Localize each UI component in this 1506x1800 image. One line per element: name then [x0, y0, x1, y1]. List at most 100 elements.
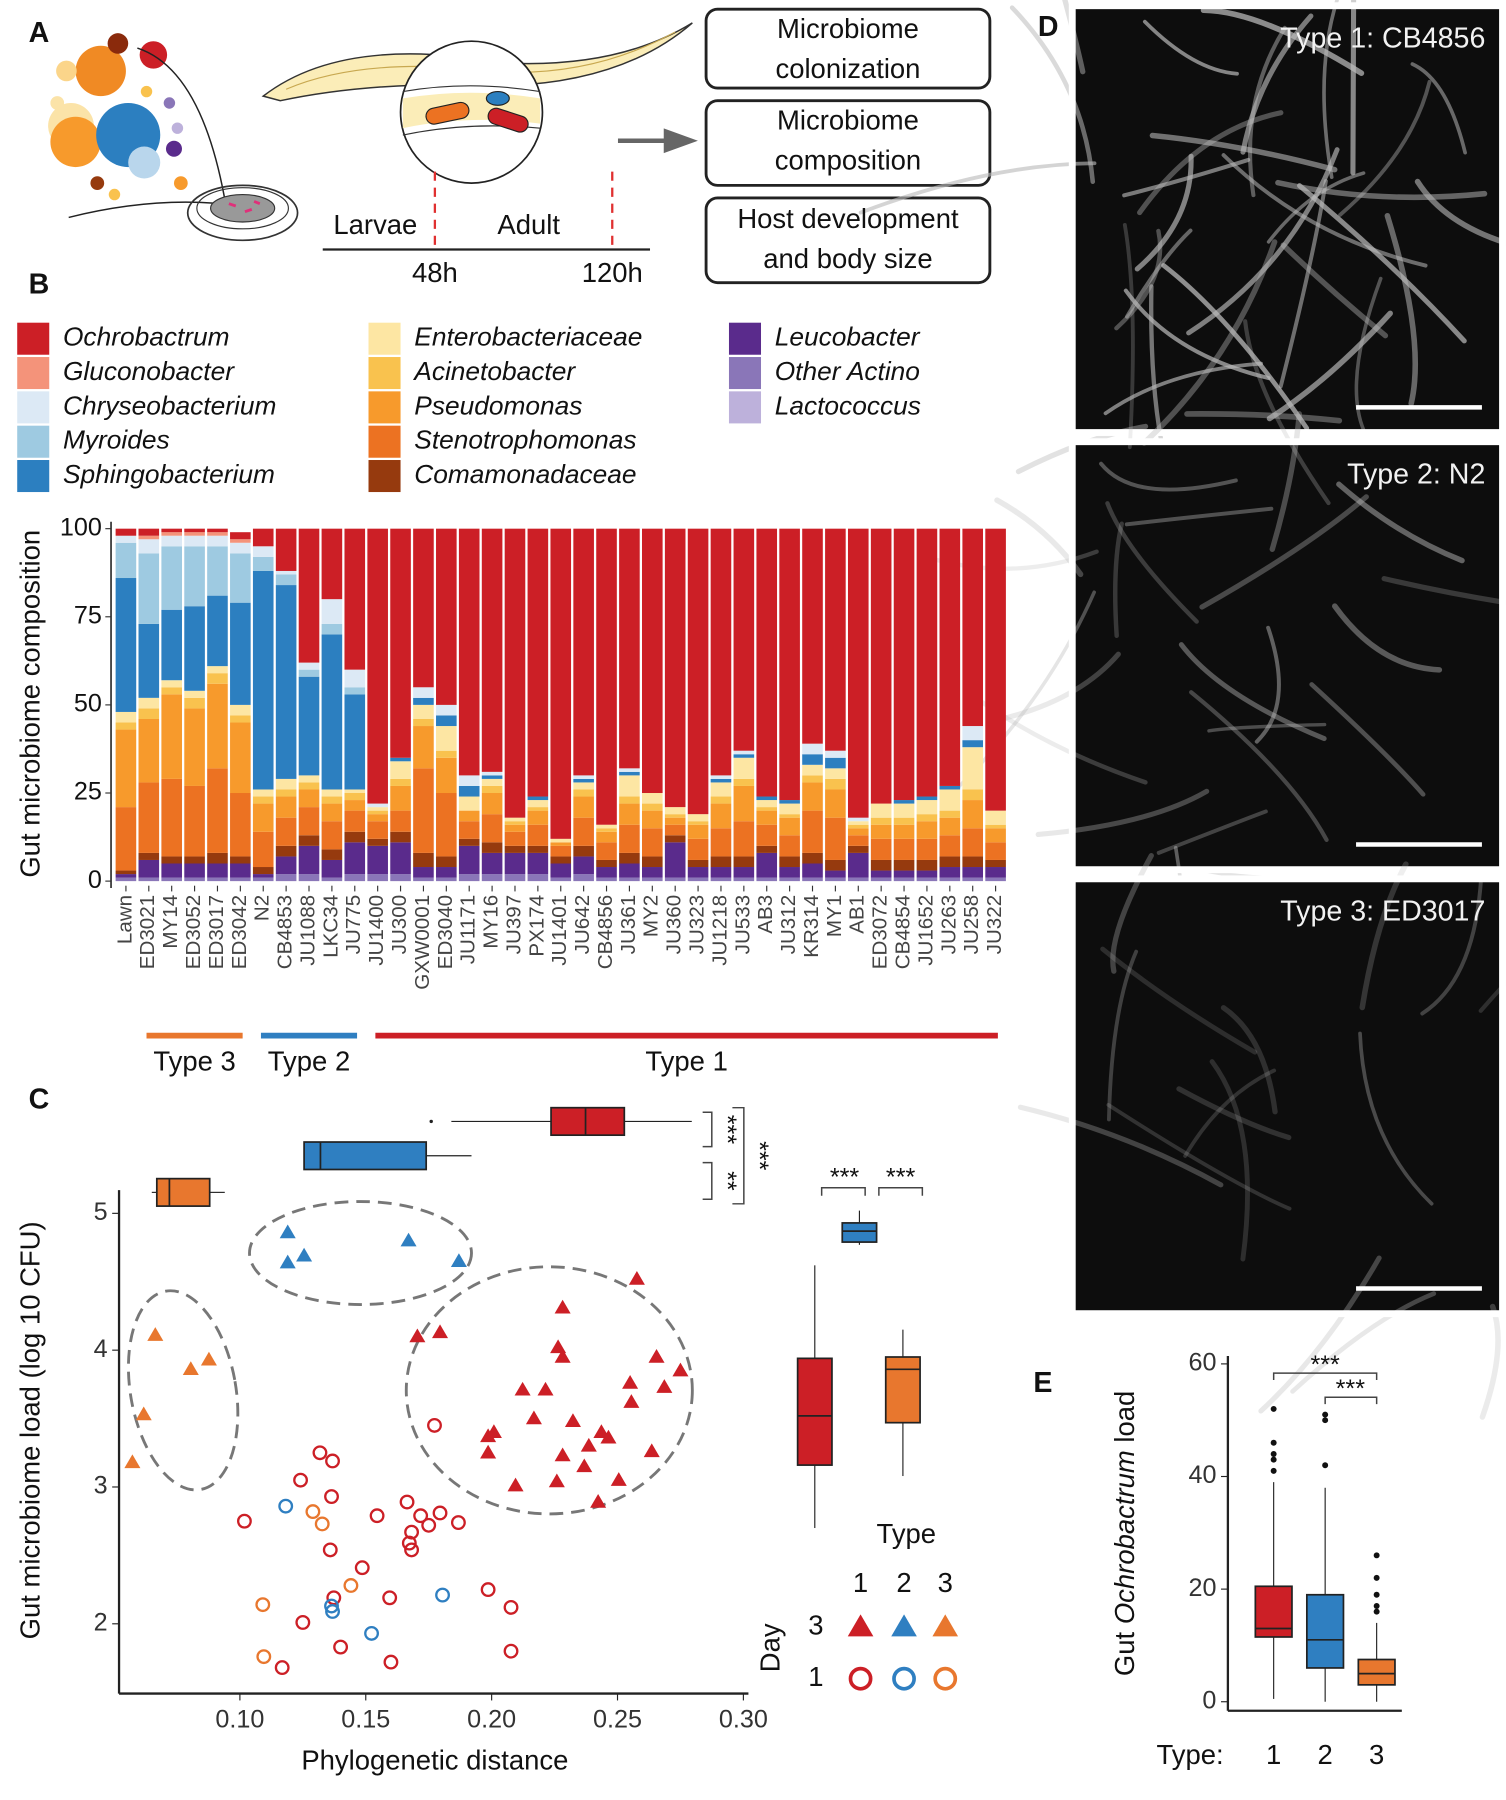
bar-segment: [321, 796, 343, 804]
bar-segment: [184, 606, 205, 691]
point: [399, 1494, 415, 1510]
worm: [1420, 877, 1483, 1016]
bar-segment: [138, 708, 160, 719]
sig-bracket: [1324, 1396, 1378, 1405]
bar-segment: [321, 634, 343, 790]
bar-segment: [916, 528, 938, 797]
bar-segment: [733, 877, 755, 882]
worm: [1009, 5, 1096, 184]
bar-segment: [870, 870, 892, 878]
worm: [1358, 1031, 1434, 1206]
bar-segment: [390, 842, 411, 875]
point: [610, 1472, 627, 1486]
time-label: 120h: [582, 257, 643, 288]
bar-segment: [458, 775, 480, 786]
bar-segment: [367, 803, 388, 808]
panel-label: E: [1033, 1367, 1052, 1399]
bar-segment: [802, 743, 823, 755]
legend-title: Type: [877, 1518, 937, 1549]
worm: [1220, 1005, 1278, 1115]
bar-segment: [642, 793, 663, 804]
worm: [1410, 62, 1467, 155]
bar-segment: [802, 810, 823, 853]
bar-segment: [481, 842, 503, 853]
x-tick-label: 0.30: [719, 1706, 768, 1734]
bar-segment: [596, 828, 617, 832]
y-tick-label: 0: [1202, 1686, 1216, 1714]
bar-segment: [504, 852, 526, 875]
bar-segment: [298, 775, 320, 783]
bar-segment: [550, 842, 572, 846]
bar-segment: [870, 877, 892, 882]
bar-segment: [436, 715, 457, 727]
bar-segment: [413, 528, 434, 688]
worm: [1381, 576, 1506, 606]
point: [401, 1535, 417, 1551]
worm: [1176, 1086, 1292, 1141]
legend-marker: [933, 1666, 958, 1691]
legend-swatch: [368, 357, 401, 390]
bar-segment: [527, 852, 549, 875]
bar-segment: [962, 800, 984, 829]
bar-segment: [504, 874, 526, 882]
bar-segment: [161, 528, 182, 533]
bar-segment: [642, 828, 663, 857]
point: [135, 1406, 152, 1421]
sig-bracket: [878, 1187, 924, 1196]
bar-segment: [779, 835, 800, 857]
legend-swatch: [17, 322, 50, 355]
point: [554, 1348, 571, 1363]
bar-segment: [413, 852, 434, 868]
bar-segment: [802, 782, 823, 811]
bar-segment: [870, 859, 892, 871]
bar-segment: [893, 528, 915, 801]
bar-segment: [733, 778, 755, 786]
bar-segment: [436, 793, 457, 857]
bar-segment: [436, 867, 457, 878]
legend-label: 2: [896, 1567, 911, 1598]
time-label: 48h: [412, 257, 458, 288]
point: [600, 1429, 617, 1444]
bar-segment: [207, 666, 228, 674]
y-tick-label: 25: [74, 778, 102, 806]
stage-label: Larvae: [333, 209, 417, 240]
bar-segment: [298, 782, 320, 790]
worm: [1414, 178, 1506, 246]
bar-segment: [642, 877, 663, 882]
box: [796, 1357, 833, 1466]
bar-segment: [573, 817, 594, 846]
bar-segment: [985, 810, 1006, 825]
bar-segment: [733, 754, 755, 758]
bar-segment: [115, 711, 137, 723]
bar-segment: [252, 874, 274, 878]
y-tick-label: 3: [94, 1472, 108, 1500]
point: [369, 1508, 385, 1524]
bar-segment: [230, 602, 251, 705]
bar-segment: [138, 852, 160, 860]
worm: [1186, 147, 1340, 336]
bar-segment: [962, 867, 984, 878]
x-tick-label: ED3017: [205, 895, 228, 969]
bar-segment: [573, 845, 594, 857]
legend-marker: [892, 1666, 916, 1691]
y-tick-label: 60: [1188, 1349, 1216, 1377]
bar-segment: [115, 870, 137, 875]
bar-segment: [527, 796, 549, 801]
worm: [1099, 461, 1238, 492]
legend-swatch: [368, 322, 401, 355]
bar-segment: [939, 817, 961, 836]
sig-bracket: [732, 1106, 745, 1205]
bar-segment: [779, 867, 800, 878]
point: [514, 1381, 531, 1396]
bar-segment: [481, 785, 503, 794]
bar-segment: [252, 877, 274, 882]
bar-segment: [138, 623, 160, 698]
legend-swatch: [368, 425, 401, 458]
point: [354, 1560, 370, 1576]
point: [550, 1339, 567, 1354]
bar-segment: [298, 845, 320, 875]
box-text: colonization: [775, 53, 920, 84]
bar-segment: [207, 535, 228, 547]
bar-segment: [344, 528, 366, 670]
